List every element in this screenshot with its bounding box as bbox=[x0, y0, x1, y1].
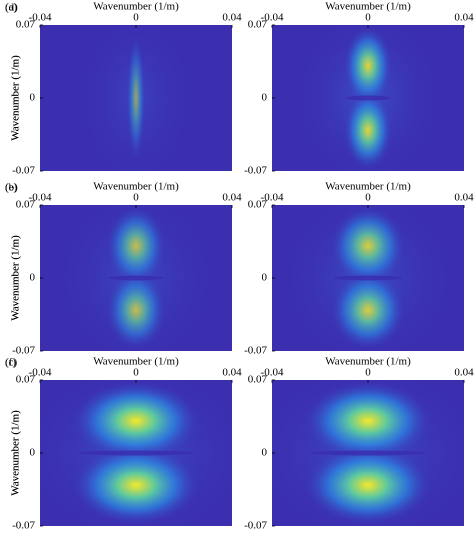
y-tick-label: 0 bbox=[30, 92, 36, 104]
y-tick-label: 0 bbox=[262, 272, 268, 284]
panel-label: (a) bbox=[5, 2, 18, 14]
image-lobe bbox=[105, 205, 167, 287]
image-gap bbox=[108, 275, 164, 281]
y-tick-label: 0 bbox=[30, 272, 36, 284]
spectrum-image bbox=[272, 25, 464, 171]
image-lobe bbox=[343, 89, 393, 171]
y-axis-label: Wavenumber (1/m) bbox=[10, 235, 22, 321]
y-tick-label: 0.07 bbox=[16, 374, 36, 386]
x-axis-label: Wavenumber (1/m) bbox=[325, 1, 411, 13]
y-tick-label: 0.07 bbox=[248, 199, 268, 211]
x-tick-label: 0 bbox=[133, 367, 139, 379]
x-tick-label: 0 bbox=[365, 367, 371, 379]
x-axis-label: Wavenumber (1/m) bbox=[93, 181, 179, 193]
x-tick-label: 0.04 bbox=[222, 367, 242, 379]
x-tick-label: 0 bbox=[365, 192, 371, 204]
x-tick-label: 0.04 bbox=[454, 12, 474, 24]
y-tick-label: 0.07 bbox=[248, 19, 268, 31]
x-tick-label: -0.04 bbox=[261, 12, 284, 24]
spectrum-image bbox=[40, 205, 232, 351]
panel-label: (b) bbox=[5, 182, 18, 194]
panel: (f) Wavenumber (1/m) Wavenumber (1/m) -0.04… bbox=[5, 356, 474, 532]
x-tick-label: 0.04 bbox=[454, 192, 474, 204]
y-axis-label: Wavenumber (1/m) bbox=[10, 55, 22, 141]
x-axis-label: Wavenumber (1/m) bbox=[325, 356, 411, 368]
image-lobe bbox=[70, 380, 202, 462]
spectrum-image bbox=[40, 25, 232, 171]
x-tick-label: 0 bbox=[133, 12, 139, 24]
y-tick-label: -0.07 bbox=[244, 345, 267, 357]
image-lobe bbox=[329, 269, 407, 351]
image-lobe bbox=[70, 444, 202, 526]
image-lobe bbox=[329, 205, 407, 287]
y-axis-label: Wavenumber (1/m) bbox=[10, 55, 22, 141]
image-gap bbox=[333, 275, 403, 281]
y-tick-label: 0 bbox=[262, 447, 268, 459]
panel-label: (d) bbox=[5, 2, 18, 14]
y-tick-label: 0 bbox=[262, 92, 268, 104]
x-tick-label: 0 bbox=[365, 12, 371, 24]
image-lobe bbox=[343, 25, 393, 107]
panel-label: (e) bbox=[5, 182, 18, 194]
spectrum-image bbox=[272, 380, 464, 526]
x-tick-label: 0 bbox=[133, 192, 139, 204]
image-gap bbox=[309, 450, 427, 456]
x-tick-label: -0.04 bbox=[261, 192, 284, 204]
y-tick-label: -0.07 bbox=[12, 520, 35, 532]
image-gap bbox=[345, 95, 391, 101]
x-tick-label: 0.04 bbox=[222, 192, 242, 204]
spectrum-image bbox=[272, 205, 464, 351]
image-lobe bbox=[302, 380, 434, 462]
y-tick-label: -0.07 bbox=[12, 165, 35, 177]
y-tick-label: -0.07 bbox=[12, 345, 35, 357]
x-axis-label: Wavenumber (1/m) bbox=[325, 181, 411, 193]
image-lobe bbox=[126, 32, 146, 164]
panel-label: (c) bbox=[5, 357, 18, 369]
y-tick-label: 0.07 bbox=[16, 19, 36, 31]
panel: (d) Wavenumber (1/m) Wavenumber (1/m) -0.04… bbox=[5, 1, 474, 177]
panel: (b) Wavenumber (1/m) Wavenumber (1/m) -0.04… bbox=[5, 181, 242, 357]
y-tick-label: 0 bbox=[30, 447, 36, 459]
y-tick-label: 0.07 bbox=[248, 374, 268, 386]
panel: (e) Wavenumber (1/m) Wavenumber (1/m) -0.04… bbox=[5, 181, 474, 357]
y-axis-label: Wavenumber (1/m) bbox=[10, 410, 22, 496]
spectrum-image bbox=[40, 380, 232, 526]
x-tick-label: -0.04 bbox=[29, 12, 52, 24]
x-tick-label: 0.04 bbox=[222, 12, 242, 24]
x-tick-label: -0.04 bbox=[29, 367, 52, 379]
image-gap bbox=[77, 450, 195, 456]
x-axis-label: Wavenumber (1/m) bbox=[93, 1, 179, 13]
y-axis-label: Wavenumber (1/m) bbox=[10, 410, 22, 496]
x-tick-label: -0.04 bbox=[29, 192, 52, 204]
y-tick-label: -0.07 bbox=[244, 165, 267, 177]
y-axis-label: Wavenumber (1/m) bbox=[10, 235, 22, 321]
image-lobe bbox=[105, 269, 167, 351]
y-tick-label: -0.07 bbox=[244, 520, 267, 532]
x-tick-label: -0.04 bbox=[261, 367, 284, 379]
panel-label: (f) bbox=[5, 357, 16, 369]
y-tick-label: 0.07 bbox=[16, 199, 36, 211]
panel: (c) Wavenumber (1/m) Wavenumber (1/m) -0.04… bbox=[5, 356, 242, 532]
x-axis-label: Wavenumber (1/m) bbox=[93, 356, 179, 368]
panel: (a) Wavenumber (1/m) Wavenumber (1/m) -0.04… bbox=[5, 1, 242, 177]
image-lobe bbox=[302, 444, 434, 526]
x-tick-label: 0.04 bbox=[454, 367, 474, 379]
